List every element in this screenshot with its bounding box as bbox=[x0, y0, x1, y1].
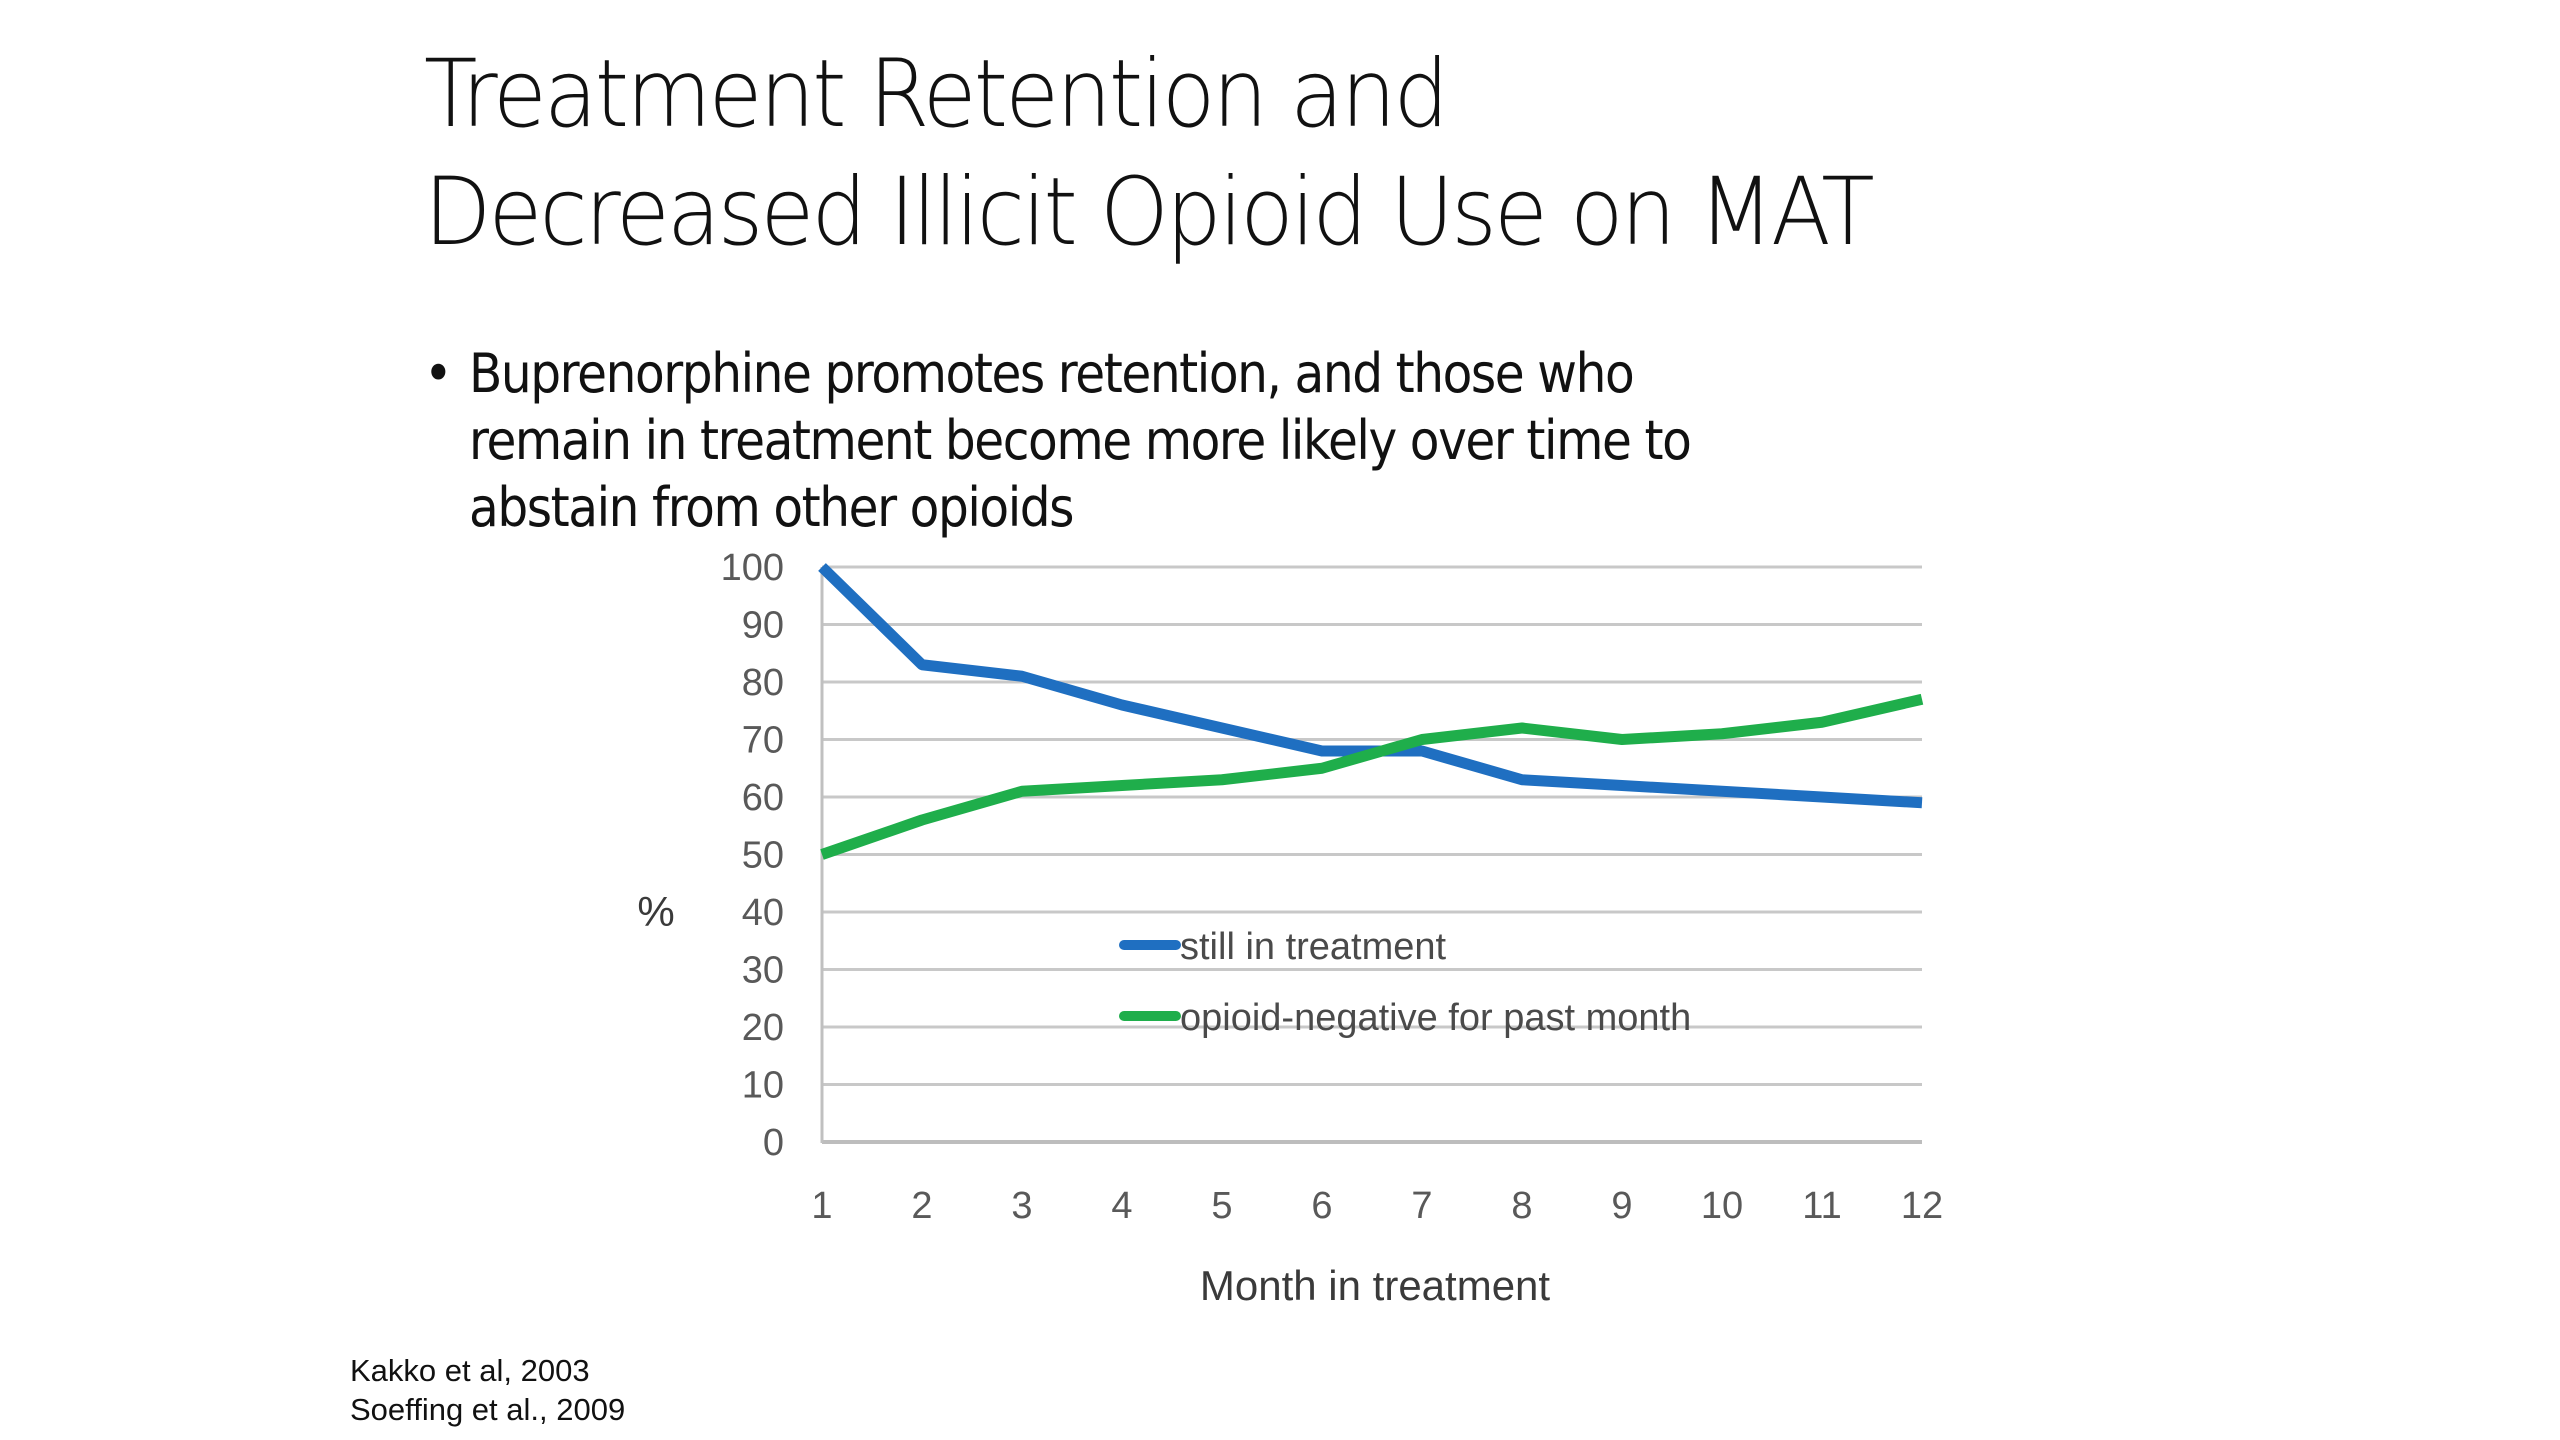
y-tick-label: 40 bbox=[742, 892, 784, 934]
x-axis-tick-labels: 1 2 3 4 5 6 7 8 9 10 11 12 bbox=[811, 1185, 1943, 1227]
y-tick-label: 100 bbox=[721, 547, 784, 589]
legend-label: still in treatment bbox=[1180, 926, 1447, 968]
x-tick-label: 4 bbox=[1111, 1185, 1132, 1227]
series-lines bbox=[818, 563, 1924, 860]
legend-label: opioid-negative for past month bbox=[1180, 997, 1691, 1039]
bullet-point: • Buprenorphine promotes retention, and … bbox=[424, 340, 1882, 541]
y-tick-label: 90 bbox=[742, 605, 784, 647]
x-tick-label: 7 bbox=[1411, 1185, 1432, 1227]
x-tick-label: 1 bbox=[811, 1185, 832, 1227]
x-tick-label: 2 bbox=[911, 1185, 932, 1227]
x-tick-label: 3 bbox=[1011, 1185, 1032, 1227]
x-axis-title: Month in treatment bbox=[1200, 1262, 1551, 1309]
series-line-still-in-treatment bbox=[818, 563, 1923, 809]
y-axis-title: % bbox=[637, 888, 674, 935]
x-tick-label: 5 bbox=[1211, 1185, 1232, 1227]
x-tick-label: 10 bbox=[1701, 1185, 1743, 1227]
bullet-line-2: remain in treatment become more likely o… bbox=[469, 409, 1692, 472]
x-tick-label: 11 bbox=[1802, 1185, 1841, 1227]
slide-title-line-1: Treatment Retention and bbox=[424, 40, 1449, 149]
x-tick-label: 8 bbox=[1511, 1185, 1532, 1227]
y-tick-label: 20 bbox=[742, 1007, 784, 1049]
y-tick-label: 70 bbox=[742, 720, 784, 762]
y-tick-label: 50 bbox=[742, 835, 784, 877]
y-tick-label: 80 bbox=[742, 662, 784, 704]
bullet-marker: • bbox=[424, 342, 453, 405]
gridlines bbox=[822, 565, 1922, 1144]
bullet-line-1: Buprenorphine promotes retention, and th… bbox=[469, 342, 1635, 405]
citation-1: Kakko et al, 2003 bbox=[350, 1353, 590, 1388]
citation-2: Soeffing et al., 2009 bbox=[350, 1392, 626, 1427]
x-tick-label: 12 bbox=[1901, 1185, 1943, 1227]
slide-title: Treatment Retention and Decreased Illici… bbox=[424, 36, 1875, 272]
y-axis-tick-labels: 0 10 20 30 40 50 60 70 80 90 100 bbox=[721, 547, 784, 1164]
slide-title-line-2: Decreased Illicit Opioid Use on MAT bbox=[424, 158, 1875, 267]
bullet-text: Buprenorphine promotes retention, and th… bbox=[469, 340, 1882, 541]
x-tick-label: 6 bbox=[1311, 1185, 1332, 1227]
legend: still in treatment opioid-negative for pa… bbox=[1119, 926, 1691, 1039]
y-tick-label: 60 bbox=[742, 777, 784, 819]
y-tick-label: 10 bbox=[742, 1065, 784, 1107]
y-tick-label: 0 bbox=[763, 1122, 784, 1164]
x-tick-label: 9 bbox=[1611, 1185, 1632, 1227]
y-tick-label: 30 bbox=[742, 950, 784, 992]
citations: Kakko et al, 2003 Soeffing et al., 2009 bbox=[350, 1351, 625, 1429]
series-line-opioid-negative bbox=[820, 693, 1924, 860]
bullet-line-3: abstain from other opioids bbox=[469, 476, 1075, 539]
